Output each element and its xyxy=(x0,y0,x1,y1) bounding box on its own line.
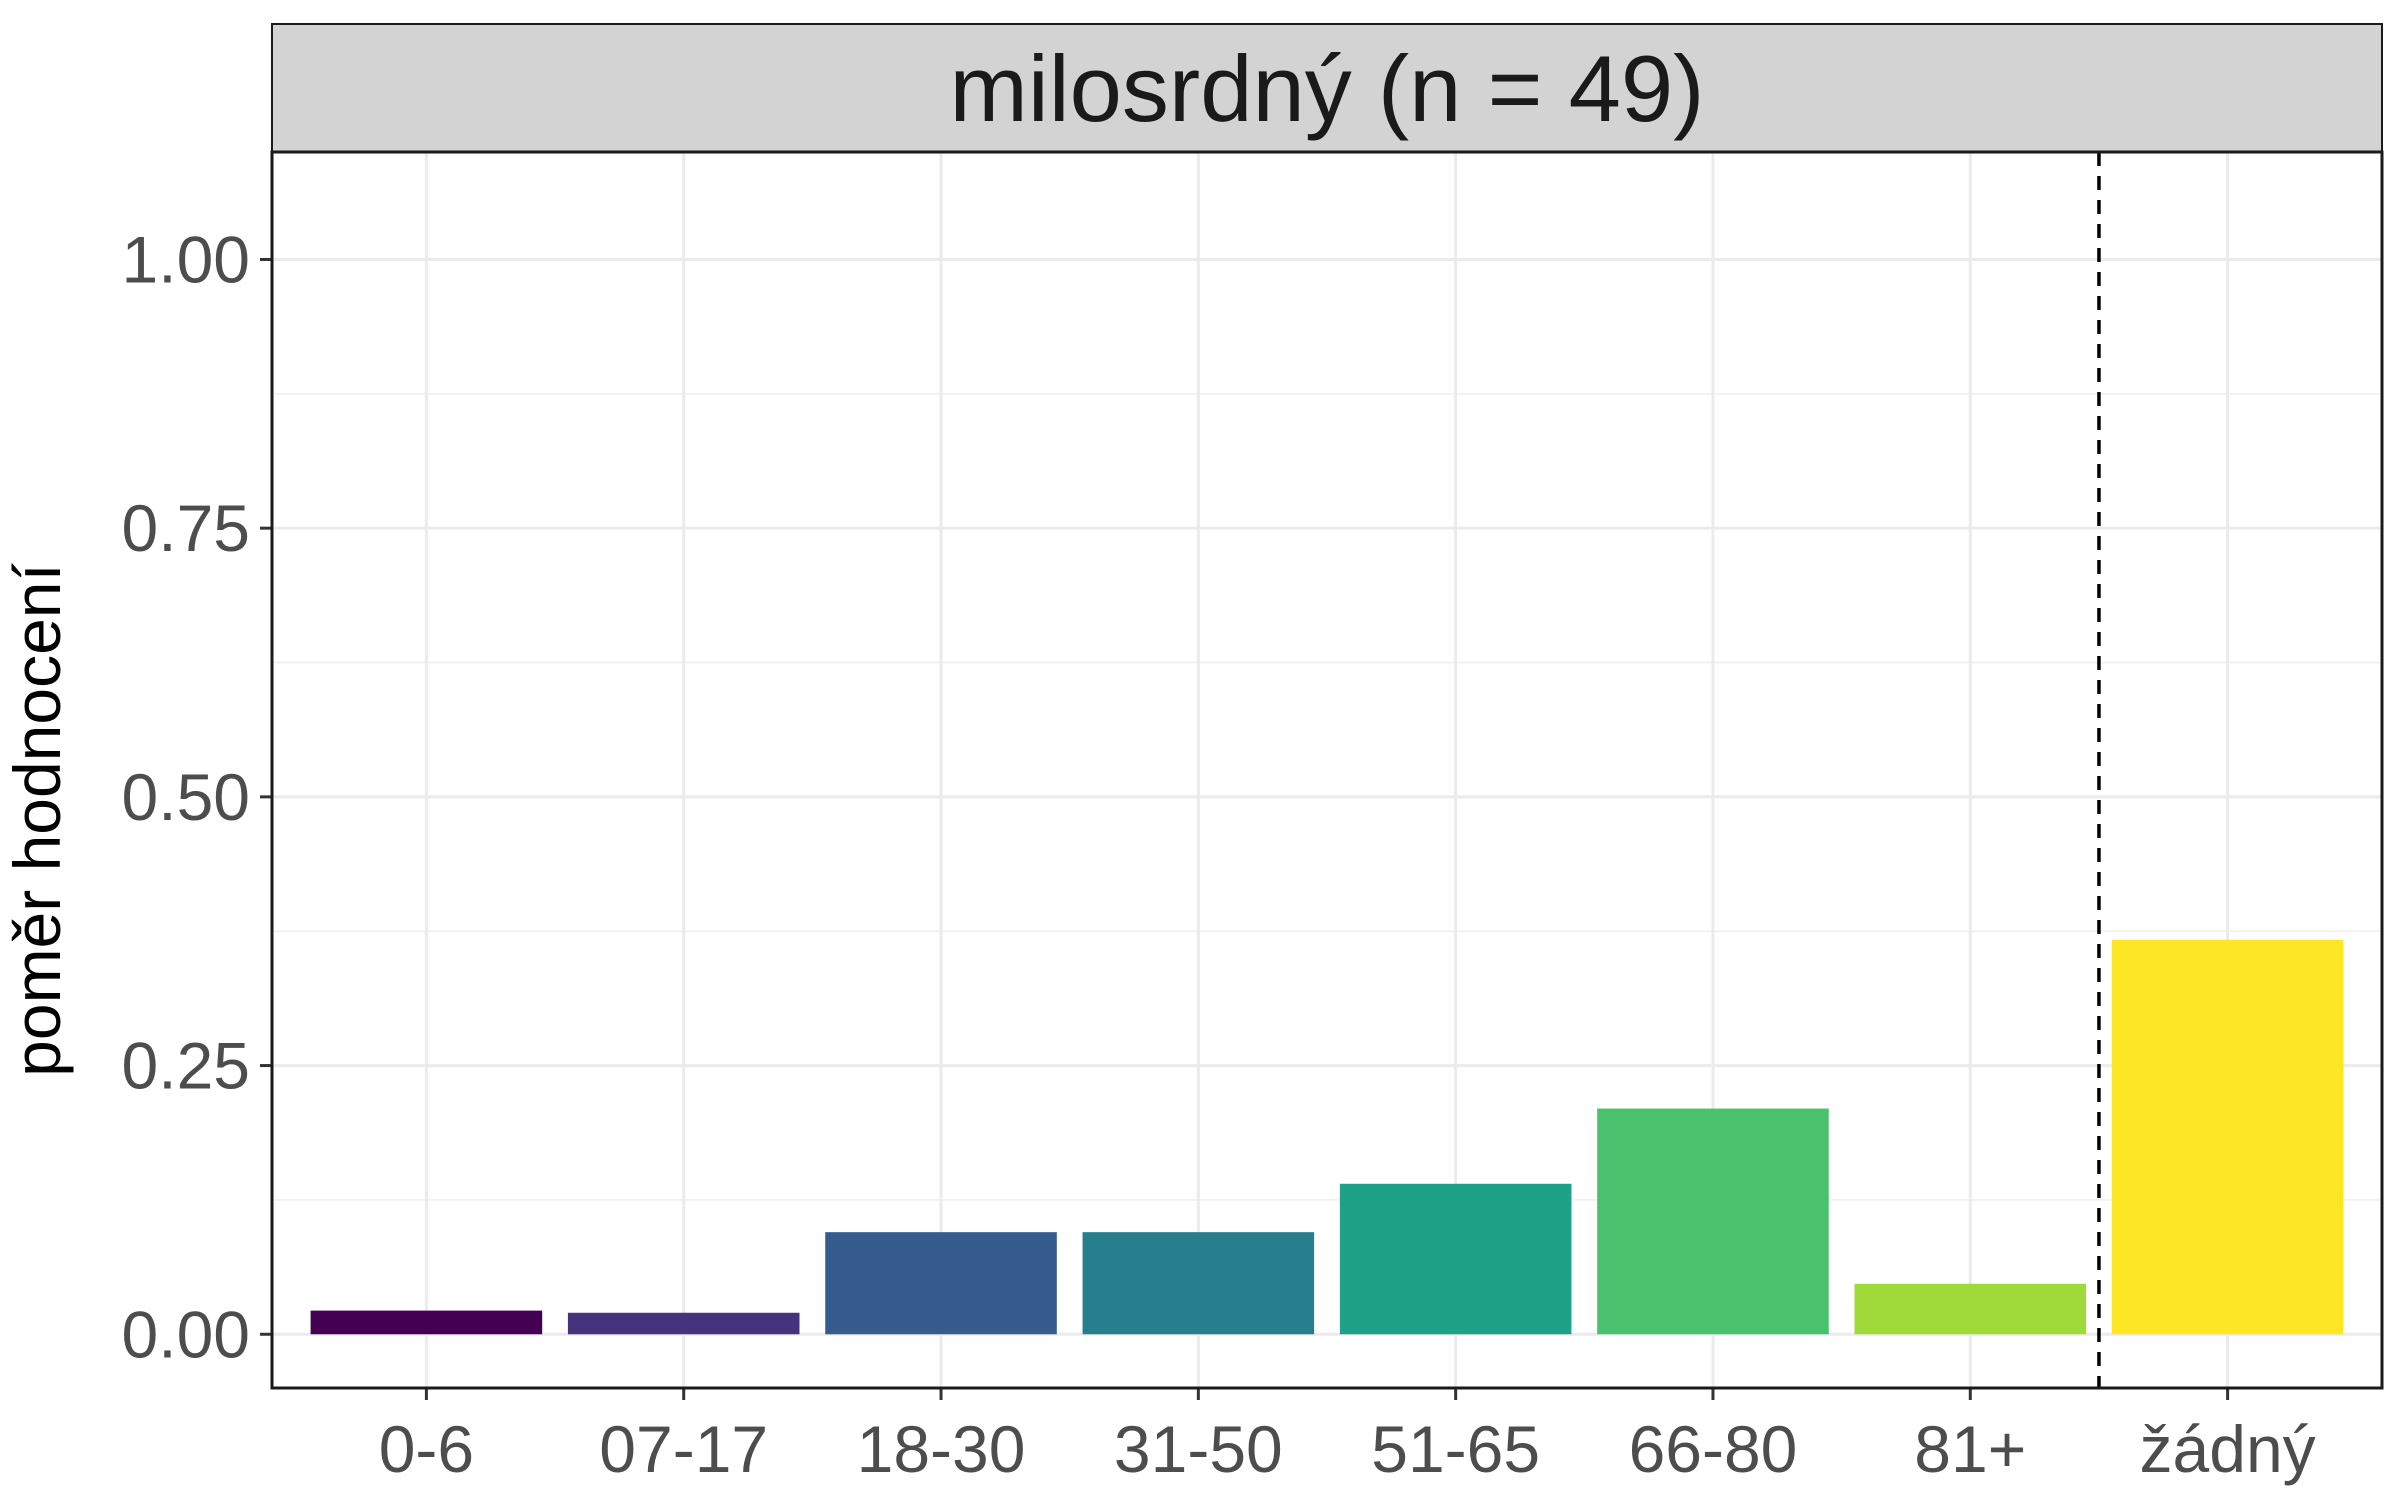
x-tick-label: žádný xyxy=(2140,1412,2316,1486)
bar-0-6 xyxy=(310,1310,543,1335)
y-tick-label: 0.25 xyxy=(122,1029,250,1103)
bar-žádný xyxy=(2111,939,2344,1335)
x-tick-label: 81+ xyxy=(1914,1412,2026,1486)
x-tick-label: 07-17 xyxy=(599,1412,768,1486)
bar-07-17 xyxy=(567,1312,800,1335)
axis-layer: 0.00 0.25 0.50 0.75 1.00 0-6 07-17 18-30 31-50 51… xyxy=(122,222,2316,1486)
x-tick-label: 66-80 xyxy=(1629,1412,1798,1486)
grid-layer xyxy=(272,152,2382,1388)
y-tick-label: 0.75 xyxy=(122,491,250,565)
panel-border xyxy=(270,150,2384,1390)
facet-strip-background xyxy=(271,23,2383,153)
y-axis-title: poměr hodnocení xyxy=(0,562,74,1076)
x-tick-label: 31-50 xyxy=(1114,1412,1283,1486)
x-tick-label: 51-65 xyxy=(1371,1412,1540,1486)
bar-layer xyxy=(310,939,2344,1335)
x-tick-label: 0-6 xyxy=(379,1412,474,1486)
y-tick-label: 0.50 xyxy=(122,760,250,834)
x-tick-label: 18-30 xyxy=(857,1412,1026,1486)
bar-51-65 xyxy=(1339,1183,1572,1335)
y-tick-label: 0.00 xyxy=(122,1297,250,1371)
bar-18-30 xyxy=(825,1232,1057,1335)
facet-strip-title: milosrdný (n = 49) xyxy=(950,36,1705,141)
bar-66-80 xyxy=(1597,1108,1829,1335)
bar-81+ xyxy=(1854,1283,2087,1335)
y-tick-label: 1.00 xyxy=(122,222,250,296)
bar-31-50 xyxy=(1082,1232,1315,1335)
